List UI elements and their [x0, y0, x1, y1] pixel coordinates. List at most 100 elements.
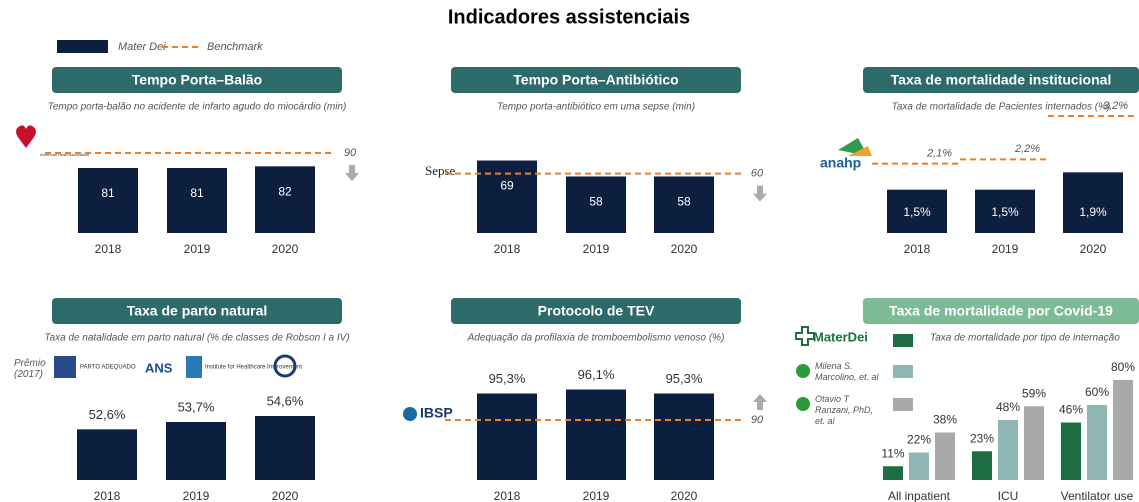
value-label: 82: [278, 185, 292, 199]
x-tick-label: 2019: [583, 242, 610, 256]
flag: [796, 364, 810, 378]
logo-icon: [848, 146, 872, 156]
bar: [654, 393, 714, 480]
value-label: 96,1%: [578, 367, 615, 382]
x-tick-label: 2019: [583, 489, 610, 502]
x-tick-label: 2020: [1080, 242, 1107, 256]
value-label: 81: [190, 186, 204, 200]
logo-text: Sepse: [425, 163, 456, 178]
x-tick-label: 2018: [904, 242, 931, 256]
x-tick-label: 2018: [494, 242, 521, 256]
x-tick-label: 2020: [671, 242, 698, 256]
panel-header: [52, 298, 342, 324]
benchmark-label: 3,2%: [1103, 100, 1128, 112]
bar: [255, 416, 315, 480]
bar: [654, 176, 714, 233]
panel-header: [52, 67, 342, 93]
bar: [998, 420, 1018, 480]
panel-subtitle: Taxa de natalidade em parto natural (% d…: [44, 333, 349, 344]
x-tick-label: 2020: [272, 242, 299, 256]
benchmark-label: 2,1%: [926, 148, 952, 160]
bar: [566, 176, 626, 233]
value-label: 95,3%: [666, 371, 703, 386]
x-tick-label: 2019: [184, 242, 211, 256]
panel-subtitle: Taxa de mortalidade de Pacientes interna…: [892, 102, 1111, 113]
value-label: 54,6%: [267, 393, 304, 408]
panel-header: [451, 67, 741, 93]
logo-icon: [186, 356, 202, 378]
value-label: 46%: [1059, 403, 1083, 417]
legend-label: Milena S. Marcolino, et. al: [815, 361, 879, 382]
value-label: 53,7%: [178, 399, 215, 414]
value-label: 59%: [1022, 386, 1046, 400]
logo-text: ANS: [145, 360, 173, 375]
bar: [477, 393, 537, 480]
bar: [887, 189, 947, 233]
value-label: 1,5%: [991, 205, 1019, 219]
bar: [477, 160, 537, 233]
bar: [1061, 422, 1081, 480]
benchmark-label: 2,2%: [1014, 143, 1040, 155]
bar: [166, 422, 226, 480]
x-tick-label: Ventilator use: [1061, 489, 1134, 502]
panel-title: Tempo Porta–Antibiótico: [513, 72, 678, 88]
panel-subtitle: Tempo porta-balão no acidente de infarto…: [48, 102, 347, 113]
legend-swatch: [893, 365, 913, 378]
value-label: 69: [500, 179, 514, 193]
bar: [1087, 405, 1107, 480]
value-label: 1,5%: [903, 205, 931, 219]
value-label: 48%: [996, 400, 1020, 414]
panel-title: Taxa de mortalidade institucional: [891, 72, 1112, 88]
panel-subtitle: Adequação da profilaxia de tromboembolis…: [467, 333, 725, 344]
legend-swatch: [57, 40, 108, 53]
legend-label: MaterDei: [813, 329, 868, 344]
value-label: 23%: [970, 431, 994, 445]
x-tick-label: 2019: [183, 489, 210, 502]
bar: [255, 166, 315, 233]
award-label: Prêmio (2017): [14, 358, 46, 380]
value-label: 81: [101, 186, 115, 200]
bar: [975, 189, 1035, 233]
x-tick-label: 2020: [272, 489, 299, 502]
panel-title: Protocolo de TEV: [538, 303, 655, 319]
bar: [972, 451, 992, 480]
logo-text: PARTO ADEQUADO: [80, 365, 136, 371]
bar: [1113, 380, 1133, 480]
x-tick-label: 2018: [95, 242, 122, 256]
logo-text: IBSP: [420, 405, 453, 421]
logo-text: American Heart Association: [40, 152, 89, 157]
logo-text: Institute for Healthcare Improvement: [205, 365, 302, 371]
benchmark-label: 60: [751, 167, 764, 179]
panel-header: [451, 298, 741, 324]
legend-label: Mater Dei: [118, 41, 166, 53]
value-label: 22%: [907, 433, 931, 447]
page-title: Indicadores assistenciais: [448, 6, 690, 28]
panel-subtitle: Taxa de mortalidade por tipo de internaç…: [930, 333, 1120, 344]
legend-swatch: [893, 334, 913, 347]
panel-header: [863, 67, 1139, 93]
x-tick-label: 2018: [94, 489, 121, 502]
value-label: 58: [589, 195, 603, 209]
arrow: [345, 165, 359, 181]
bar: [883, 466, 903, 480]
benchmark-label: 90: [344, 147, 357, 159]
value-label: 52,6%: [89, 407, 126, 422]
value-label: 38%: [933, 413, 957, 427]
flag: [796, 397, 810, 411]
value-label: 95,3%: [489, 371, 526, 386]
logo-icon: [16, 125, 36, 148]
arrow: [753, 185, 767, 202]
x-tick-label: 2018: [494, 489, 521, 502]
bar: [78, 168, 138, 233]
x-tick-label: 2020: [671, 489, 698, 502]
value-label: 58: [677, 195, 691, 209]
legend-label: Benchmark: [207, 41, 263, 53]
benchmark-label: 90: [751, 414, 764, 426]
arrow: [753, 394, 767, 410]
bar: [909, 452, 929, 480]
legend-label: Otavio T Ranzani, PhD, et. al: [815, 394, 874, 426]
panel-subtitle: Tempo porta-antibiótico em uma sepse (mi…: [497, 102, 695, 113]
logo-icon: [54, 356, 76, 378]
legend-swatch: [893, 398, 913, 411]
